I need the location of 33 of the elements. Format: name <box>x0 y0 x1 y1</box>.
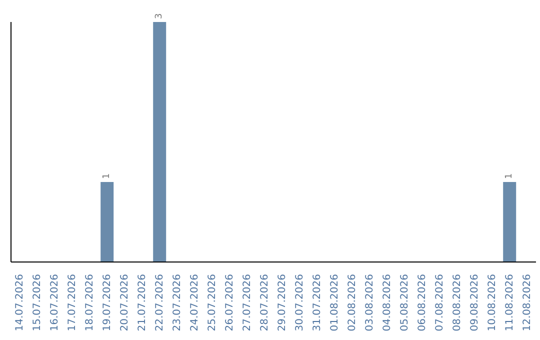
x-tick-label: 24.07.2026 <box>189 274 200 332</box>
x-tick-label: 08.08.2026 <box>452 274 463 332</box>
x-tick-label: 18.07.2026 <box>84 274 96 332</box>
x-tick-label: 01.08.2026 <box>329 274 340 332</box>
x-tick-label: 05.08.2026 <box>399 274 410 332</box>
x-tick-label: 16.07.2026 <box>49 274 60 332</box>
data-label: 1 <box>102 173 112 179</box>
x-tick-label: 11.08.2026 <box>504 274 516 332</box>
data-label: 1 <box>504 173 515 179</box>
data-label: 3 <box>154 13 165 19</box>
x-tick-label: 25.07.2026 <box>206 274 218 332</box>
x-tick-label: 26.07.2026 <box>224 274 236 332</box>
x-tick-label: 19.07.2026 <box>102 274 113 332</box>
x-tick-label: 15.07.2026 <box>32 274 43 332</box>
x-tick-label: 04.08.2026 <box>382 274 393 332</box>
x-tick-label: 21.07.2026 <box>136 274 148 332</box>
x-tick-label: 22.07.2026 <box>154 274 166 332</box>
x-tick-label: 06.08.2026 <box>416 274 428 332</box>
x-tick-label: 02.08.2026 <box>346 274 358 332</box>
x-tick-label: 03.08.2026 <box>364 274 376 332</box>
x-tick-label: 07.08.2026 <box>434 274 446 332</box>
x-tick-label: 14.07.2026 <box>14 274 26 332</box>
x-tick-label: 20.07.2026 <box>119 274 130 332</box>
x-tick-label: 17.07.2026 <box>66 274 78 332</box>
x-tick-label: 10.08.2026 <box>486 274 498 332</box>
x-tick-label: 30.07.2026 <box>294 274 306 332</box>
x-tick-label: 27.07.2026 <box>242 274 253 332</box>
x-tick-label: 12.08.2026 <box>522 274 533 332</box>
x-tick-label: 28.07.2026 <box>259 274 270 332</box>
x-tick-label: 09.08.2026 <box>469 274 480 332</box>
x-tick-label: 31.07.2026 <box>312 274 323 332</box>
x-tick-label: 23.07.2026 <box>172 274 183 332</box>
x-tick-label: 29.07.2026 <box>276 274 288 332</box>
